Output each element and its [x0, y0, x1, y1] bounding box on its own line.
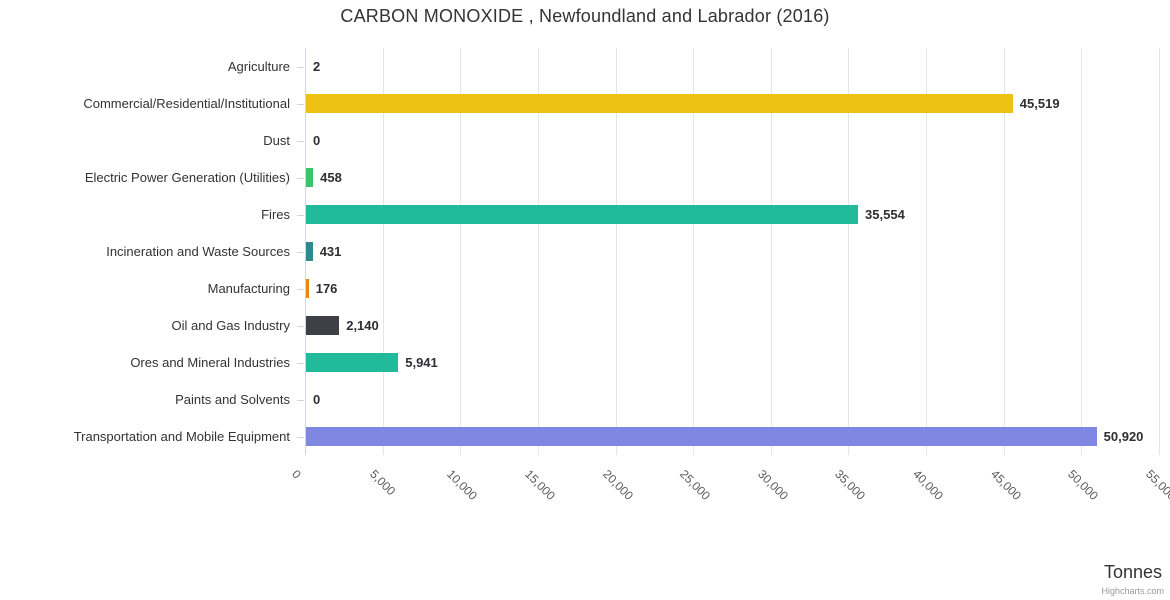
category-tick [297, 289, 304, 290]
category-label: Oil and Gas Industry [171, 317, 291, 333]
gridline [383, 48, 384, 455]
category-label: Manufacturing [207, 280, 290, 296]
gridline [693, 48, 694, 455]
category-label: Fires [261, 206, 290, 222]
bar[interactable] [306, 168, 314, 187]
bar-value-label: 45,519 [1019, 96, 1060, 111]
category-tick [297, 363, 304, 364]
bar[interactable] [306, 279, 309, 298]
bar-value-label: 0 [313, 392, 321, 407]
gridline [1004, 48, 1005, 455]
category-tick [297, 178, 304, 179]
bar-value-label: 35,554 [865, 207, 905, 222]
x-axis-tick-label: 55,000 [1143, 467, 1170, 503]
category-label: Transportation and Mobile Equipment [73, 428, 290, 444]
bar-value-label: 50,920 [1103, 429, 1144, 444]
gridline [926, 48, 927, 455]
category-label: Dust [263, 132, 290, 148]
bar[interactable] [306, 427, 1097, 446]
value-axis-title: Tonnes [1103, 562, 1162, 582]
x-axis-tick-label: 10,000 [444, 467, 481, 503]
x-axis-tick-label: 30,000 [754, 467, 791, 503]
gridline [848, 48, 849, 455]
bar[interactable] [306, 205, 859, 224]
category-label: Paints and Solvents [175, 391, 290, 407]
x-axis-tick-label: 50,000 [1065, 467, 1102, 503]
category-tick [297, 326, 304, 327]
category-label: Commercial/Residential/Institutional [83, 95, 290, 111]
gridline [771, 48, 772, 455]
category-label: Ores and Mineral Industries [130, 354, 290, 370]
bar-value-label: 5,941 [405, 355, 438, 370]
category-label: Electric Power Generation (Utilities) [84, 169, 290, 185]
bar-value-label: 176 [315, 281, 338, 296]
x-axis-tick-label: 40,000 [910, 467, 947, 503]
category-tick [297, 67, 304, 68]
x-axis-tick-label: 25,000 [677, 467, 714, 503]
bar-value-label: 2,140 [346, 318, 379, 333]
category-tick [297, 437, 304, 438]
category-tick [297, 141, 304, 142]
x-axis-tick-label: 45,000 [987, 467, 1024, 503]
bar[interactable] [306, 94, 1013, 113]
category-tick [297, 400, 304, 401]
bar[interactable] [306, 242, 313, 261]
category-tick [297, 104, 304, 105]
x-axis-tick-label: 35,000 [832, 467, 869, 503]
gridline [1159, 48, 1160, 455]
bar-value-label: 2 [313, 59, 321, 74]
gridline [1081, 48, 1082, 455]
category-axis-line [305, 48, 306, 455]
chart-title: CARBON MONOXIDE , Newfoundland and Labra… [340, 6, 830, 26]
x-axis-tick-label: 15,000 [522, 467, 558, 503]
highcharts-credit-link[interactable]: Highcharts.com [1101, 586, 1164, 596]
category-tick [297, 215, 304, 216]
category-label: Incineration and Waste Sources [106, 243, 290, 259]
category-tick [297, 252, 304, 253]
gridline [538, 48, 539, 455]
category-label: Agriculture [227, 58, 290, 74]
bar-value-label: 458 [320, 170, 342, 185]
x-axis-tick-label: 0 [289, 467, 304, 482]
x-axis-tick-label: 5,000 [366, 467, 398, 499]
bar[interactable] [306, 316, 340, 335]
bar-value-label: 431 [319, 244, 342, 259]
bar[interactable] [306, 353, 399, 372]
gridline [460, 48, 461, 455]
gridline [616, 48, 617, 455]
x-axis-tick-label: 20,000 [599, 467, 636, 503]
bar-value-label: 0 [313, 133, 321, 148]
